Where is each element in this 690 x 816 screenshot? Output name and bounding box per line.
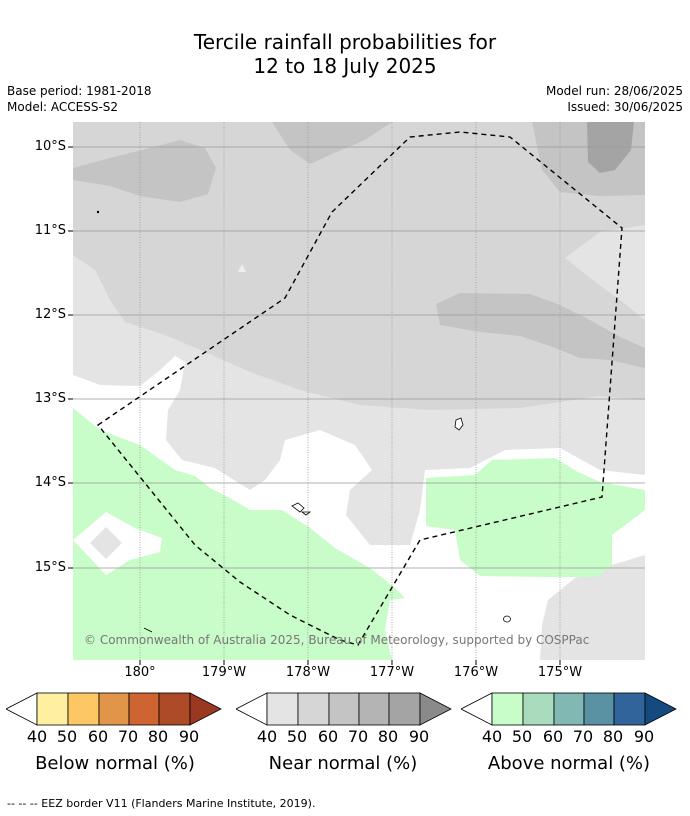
- lat-label-10s: 10°S: [34, 139, 66, 154]
- lon-label-179w: 179°W: [201, 665, 247, 680]
- lon-label-175w: 175°W: [537, 665, 583, 680]
- model-info: Base period: 1981-2018 Model: ACCESS-S2: [7, 83, 152, 115]
- tick-label: 70: [117, 727, 139, 746]
- tick-label: 80: [602, 727, 624, 746]
- near-normal-50-region: [73, 122, 645, 410]
- tick-label: 40: [26, 727, 48, 746]
- tick-label: 60: [542, 727, 564, 746]
- lon-label-180: 180°: [124, 665, 156, 680]
- near-swatch-60: [328, 692, 360, 726]
- tick-label: 50: [56, 727, 78, 746]
- title-line-1: Tercile rainfall probabilities for: [193, 30, 497, 54]
- above-normal-40-region-west: [73, 408, 405, 660]
- lat-label-15s: 15°S: [34, 560, 66, 575]
- above-swatch-60: [553, 692, 585, 726]
- graticule: [73, 122, 645, 660]
- lon-label-177w: 177°W: [369, 665, 415, 680]
- probability-map: [68, 122, 645, 665]
- eez-border: [96, 131, 623, 646]
- tick-label: 50: [511, 727, 533, 746]
- below-swatch-60: [98, 692, 130, 726]
- map-title: Tercile rainfall probabilities for 12 to…: [0, 30, 690, 78]
- tick-label: 50: [286, 727, 308, 746]
- near-normal-title: Near normal (%): [268, 753, 418, 774]
- colorbar-near-normal: [236, 692, 452, 726]
- tick-label: 70: [347, 727, 369, 746]
- above-swatch-90: [644, 692, 677, 726]
- colorbar-above-normal: [461, 692, 677, 726]
- near-swatch-90: [419, 692, 452, 726]
- eez-footnote: -- -- -- EEZ border V11 (Flanders Marine…: [7, 797, 316, 810]
- tick-label: 60: [87, 727, 109, 746]
- tick-label: 90: [178, 727, 200, 746]
- island-3: [300, 511, 312, 516]
- lat-label-12s: 12°S: [34, 307, 66, 322]
- tick-label: 90: [408, 727, 430, 746]
- near-swatch-50: [297, 692, 330, 726]
- above-swatch-80: [613, 692, 646, 726]
- lat-label-14s: 14°S: [34, 475, 66, 490]
- island-2: [291, 502, 305, 513]
- island-4: [503, 615, 511, 623]
- lat-label-13s: 13°S: [34, 391, 66, 406]
- above-swatch-40: [491, 692, 524, 726]
- near-swatch-40: [266, 692, 299, 726]
- model-name: Model: ACCESS-S2: [7, 100, 119, 114]
- near-normal-70-patch: [587, 122, 634, 173]
- below-swatch-90: [189, 692, 222, 726]
- island-6: [96, 210, 100, 214]
- island-7: [238, 264, 246, 272]
- below-swatch-70: [128, 692, 160, 726]
- near-normal-diamond-inner: [90, 527, 122, 559]
- near-normal-40-inlet: [565, 225, 645, 320]
- tick-label: 80: [147, 727, 169, 746]
- island-5: [143, 627, 153, 633]
- near-normal-60-patch-n: [272, 122, 392, 164]
- islands: [96, 210, 511, 633]
- neutral-region-southeast-gray: [540, 555, 645, 660]
- tick-label: 70: [572, 727, 594, 746]
- base-period: Base period: 1981-2018: [7, 84, 152, 98]
- tick-label: 80: [377, 727, 399, 746]
- copyright-credit: © Commonwealth of Australia 2025, Bureau…: [84, 633, 590, 647]
- title-line-2: 12 to 18 July 2025: [253, 54, 437, 78]
- run-info: Model run: 28/06/2025 Issued: 30/06/2025: [546, 83, 683, 115]
- colorbar-below-normal: [6, 692, 222, 726]
- tick-label: 90: [633, 727, 655, 746]
- lon-label-178w: 178°W: [285, 665, 331, 680]
- above-normal-title: Above normal (%): [487, 753, 651, 774]
- tick-label: 60: [317, 727, 339, 746]
- issued-date: Issued: 30/06/2025: [567, 100, 683, 114]
- tick-label: 40: [481, 727, 503, 746]
- above-swatch-50: [522, 692, 555, 726]
- lat-label-11s: 11°S: [34, 223, 66, 238]
- below-swatch-50: [67, 692, 100, 726]
- near-swatch-80: [388, 692, 421, 726]
- model-run: Model run: 28/06/2025: [545, 84, 683, 98]
- below-normal-title: Below normal (%): [35, 753, 195, 774]
- below-swatch-80: [158, 692, 191, 726]
- axis-ticks: [68, 146, 561, 665]
- above-swatch-70: [583, 692, 615, 726]
- near-normal-60-patch-e: [436, 293, 645, 368]
- island-1: [454, 417, 464, 431]
- tick-label: 40: [256, 727, 278, 746]
- near-swatch-70: [358, 692, 390, 726]
- above-normal-40-region-east: [426, 458, 645, 577]
- lon-label-176w: 176°W: [453, 665, 499, 680]
- near-normal-60-patch-nw: [73, 140, 216, 202]
- below-swatch-40: [36, 692, 69, 726]
